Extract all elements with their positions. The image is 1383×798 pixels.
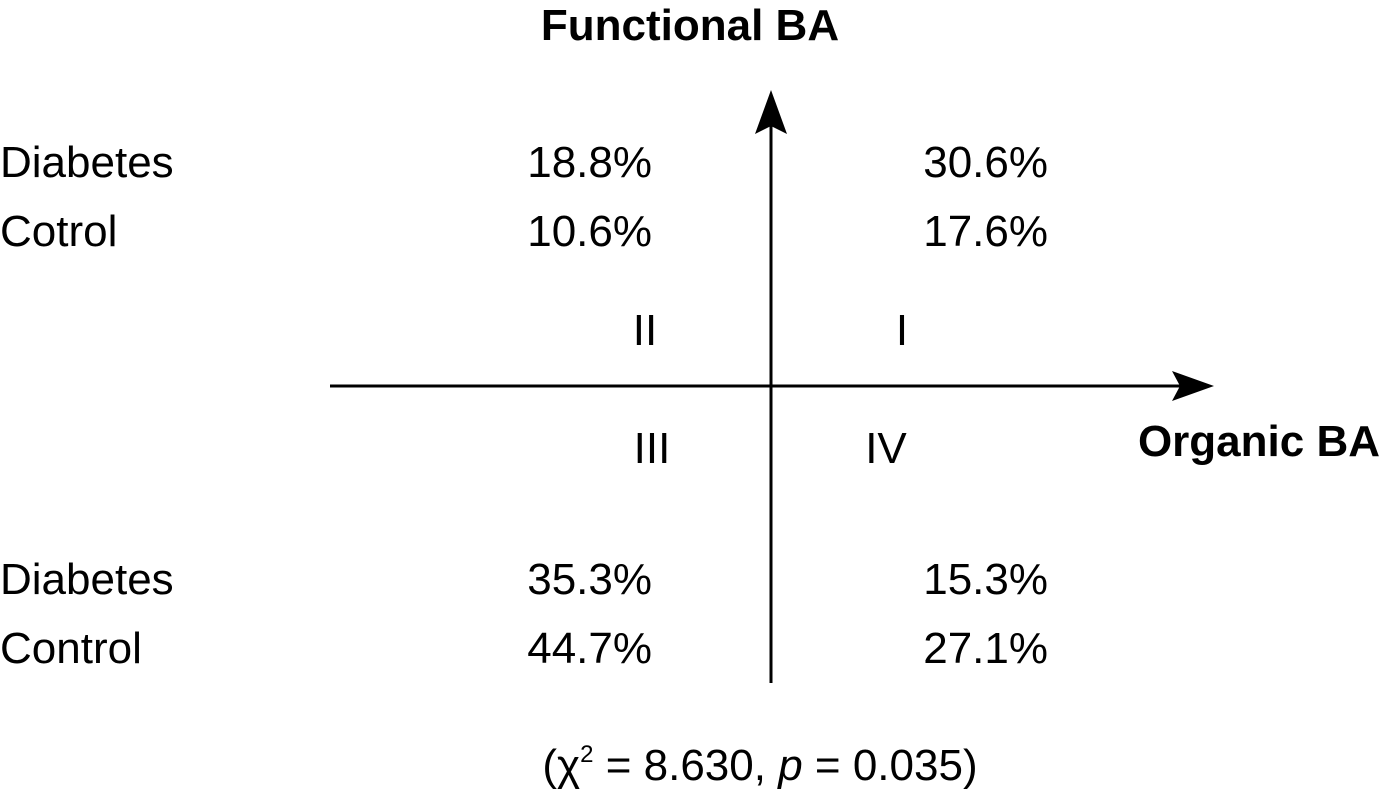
footnote-part: = 8.630, (594, 741, 779, 790)
footnote-part: (χ (542, 741, 580, 790)
group-label: Diabetes (0, 555, 174, 604)
percent: 18.8% (527, 138, 652, 187)
percent: 35.3% (527, 555, 652, 604)
footnote-italic: p (776, 741, 802, 790)
footnote-part: = 0.035) (803, 741, 978, 790)
percent: 17.6% (923, 207, 1048, 256)
quadrant-label: II (633, 306, 657, 355)
group-label: Cotrol (0, 207, 117, 256)
quadrant-label: III (634, 424, 671, 473)
y-axis-label: Functional BA (541, 1, 839, 50)
group-label: Control (0, 624, 142, 673)
quadrant-label: IV (865, 424, 907, 473)
percent: 30.6% (923, 138, 1048, 187)
group-label: Diabetes (0, 138, 174, 187)
percent: 10.6% (527, 207, 652, 256)
x-axis-label: Organic BA (1138, 417, 1380, 466)
x-arrowhead (1172, 371, 1214, 401)
quadrant-label: I (896, 306, 908, 355)
footnote: (χ2 = 8.630, p = 0.035) (542, 741, 977, 790)
percent: 44.7% (527, 624, 652, 673)
y-arrowhead (755, 90, 787, 134)
footnote-superscript: 2 (580, 741, 593, 768)
percent: 27.1% (923, 624, 1048, 673)
percent: 15.3% (923, 555, 1048, 604)
